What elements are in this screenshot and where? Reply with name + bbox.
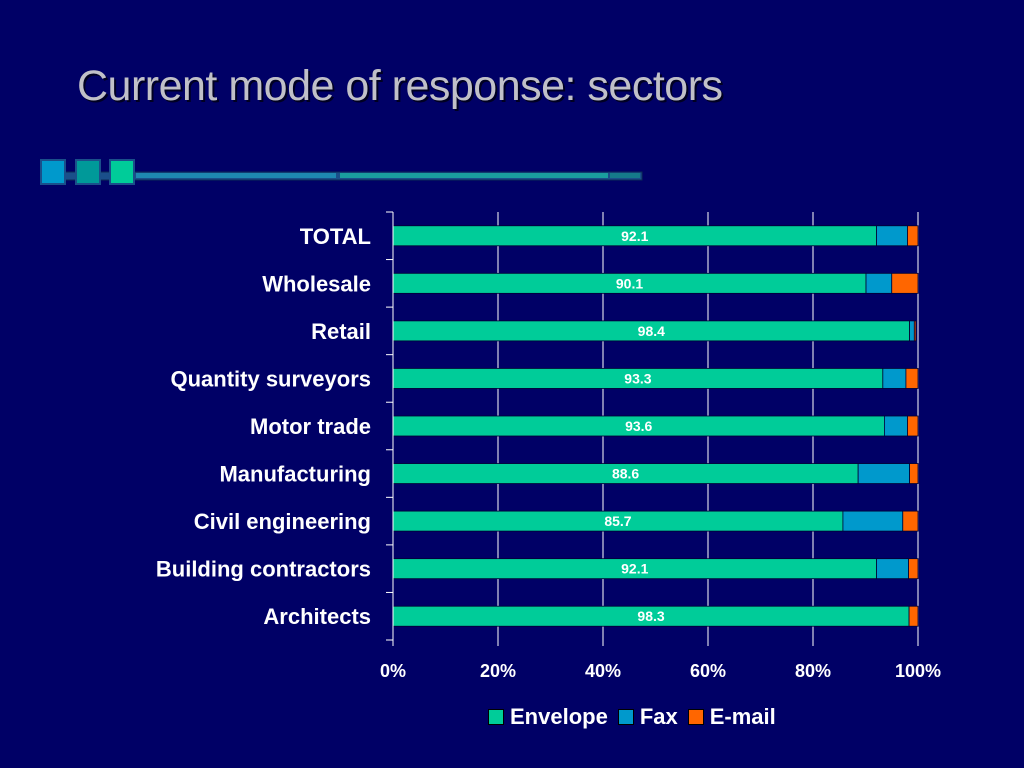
data-label: 98.3 [637,608,664,624]
bar-e-mail [907,225,919,247]
deco-square-teal [75,159,101,185]
bar-fax [876,558,909,580]
slide-title: Current mode of response: sectors [77,62,723,110]
bar-e-mail [902,510,919,532]
bar-e-mail [908,558,919,580]
bar-fax [865,272,893,294]
bar-e-mail [909,463,919,484]
legend-label-email: E-mail [709,704,776,729]
data-label: 92.1 [621,228,648,244]
category-label: Building contractors [156,557,371,582]
category-label: Quantity surveyors [170,366,371,391]
category-label: Retail [311,319,371,344]
category-label: Wholesale [262,271,371,296]
legend-swatch-fax [617,709,634,725]
bar-e-mail [907,415,919,437]
x-tick-label: 80% [795,661,831,681]
x-tick-label: 40% [585,661,621,681]
bars [392,225,919,627]
data-label: 88.6 [612,466,639,482]
bar-fax [857,463,911,484]
legend-label-envelope: Envelope [510,704,608,729]
category-label: Manufacturing [219,462,371,487]
labels: 0% 20% 40% 60% 80% 100% TOTAL 92.1 Wholesale 90.1… [156,224,941,681]
stacked-bar-chart: 0% 20% 40% 60% 80% 100% TOTAL 92.1 Wholesale 90.1… [156,211,941,681]
data-label: 92.1 [621,561,648,577]
bar-fax [882,368,907,389]
x-tick-label: 0% [380,661,406,681]
bar-fax [884,415,908,437]
legend: Envelope Fax E-mail [488,704,780,730]
data-label: 93.3 [624,370,651,386]
decorative-title-bar [40,159,643,185]
deco-square-green [109,159,135,185]
deco-square-blue [40,159,66,185]
data-label: 85.7 [604,513,631,529]
data-label: 93.6 [625,418,652,434]
x-tick-label: 20% [480,661,516,681]
legend-item-envelope: Envelope [488,704,608,730]
bar-fax [876,225,908,247]
category-label: Motor trade [250,414,371,439]
x-tick-label: 60% [690,661,726,681]
legend-item-fax: Fax [617,704,678,730]
bar-e-mail [905,368,919,389]
bar-e-mail [891,272,919,294]
legend-item-email: E-mail [687,704,776,730]
bar-e-mail [913,320,917,342]
bar-fax [909,320,915,342]
x-tick-label: 100% [895,661,941,681]
legend-label-fax: Fax [639,704,678,729]
axes [386,211,919,646]
category-label: Civil engineering [194,509,371,534]
legend-swatch-email [687,709,704,725]
category-label: Architects [263,604,371,629]
legend-swatch-envelope [488,709,504,725]
category-label: TOTAL [300,224,371,249]
bar-fax [842,510,904,532]
bar-e-mail [908,605,919,627]
data-label: 90.1 [616,275,643,291]
data-label: 98.4 [638,323,665,339]
